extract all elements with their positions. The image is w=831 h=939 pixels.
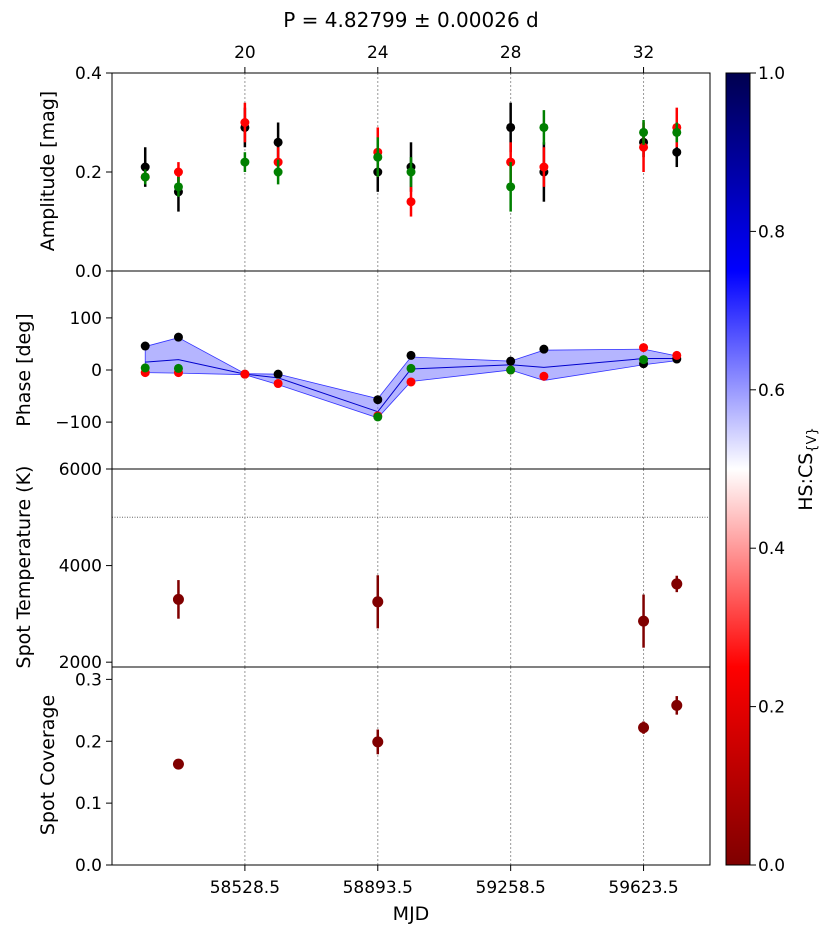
data-point-red [639,142,649,152]
data-point-red [240,118,250,127]
data-point-green [406,363,416,373]
colorbar-tick-label: 0.8 [758,222,785,242]
x-tick-label: 59258.5 [476,878,546,898]
data-point-red [406,197,416,207]
data-point-green [406,167,416,177]
colorbar-tick-label: 0.4 [758,539,785,559]
data-point-red [539,371,549,381]
x-tick-label: 58893.5 [343,878,413,898]
data-point-green [672,127,682,137]
data-point-green [140,363,150,373]
data-point-red [672,350,682,360]
y-tick-label: 2000 [59,653,102,673]
data-point-black [373,395,383,405]
data-point-green [373,412,383,422]
panel-0: 0.0 0.2 0.4 [75,64,711,282]
data-point-green [140,172,150,182]
axes-frame [111,666,711,866]
data-point-spot [372,596,384,608]
y-tick-label: −100 [55,413,102,433]
colorbar-tick-label: 0.2 [758,698,785,718]
data-point-green [240,157,250,167]
data-point-red [273,379,283,389]
xlabel: MJD [393,903,430,925]
data-point-black [173,332,183,342]
y-tick-label: 0.2 [75,163,102,183]
data-point-spot [372,736,384,748]
colorbar [725,72,751,866]
panel-2: 2000 4000 6000 [59,460,711,673]
data-point-green [639,127,649,137]
y-tick-label: 0.0 [75,856,102,876]
data-point-red [406,377,416,387]
x-tick-label: 58528.5 [210,878,280,898]
data-point-black [140,162,150,172]
colorbar-tick-label: 0.6 [758,381,785,401]
data-point-green [373,152,383,162]
panel-1: −100 0 100 [55,270,711,470]
panel-3: 0.0 0.1 0.2 0.3 [75,666,711,876]
data-point-red [173,167,183,177]
data-point-red [539,162,549,172]
data-point-black [273,137,283,147]
data-point-green [173,363,183,373]
data-point-spot [172,758,184,770]
ylabel-spot-temperature: Spot Temperature (K) [13,466,35,669]
data-point-black [506,356,516,366]
colorbar-tick-label: 1.0 [758,64,785,84]
y-tick-label: 0.3 [75,670,102,690]
colorbar-tick-label: 0.0 [758,856,785,876]
top-x-tick-label: 32 [633,43,655,63]
data-point-red [639,343,649,353]
data-point-black [273,369,283,379]
data-point-spot [172,593,184,605]
data-point-red [240,369,250,379]
axes-frame [111,468,711,668]
colorbar-label: HS:CS{V} [795,427,820,511]
data-point-spot [638,722,650,734]
ylabel-phase: Phase [deg] [13,313,35,426]
data-point-green [639,355,649,365]
data-point-green [506,182,516,192]
data-point-black [672,147,682,157]
y-tick-label: 0 [91,361,102,381]
y-tick-label: 4000 [59,557,102,577]
y-tick-label: 0.0 [75,262,102,282]
top-x-tick-label: 24 [367,43,389,63]
y-tick-label: 6000 [59,460,102,480]
data-point-black [506,122,516,132]
data-point-green [173,182,183,192]
data-point-spot [671,578,683,590]
ylabel-spot-coverage: Spot Coverage [37,695,59,835]
mean-line [145,358,677,413]
ylabel-amplitude: Amplitude [mag] [37,91,59,251]
y-tick-label: 100 [70,309,102,329]
x-tick-label: 59623.5 [608,878,678,898]
data-point-spot [671,699,683,711]
data-point-green [539,122,549,132]
top-x-tick-label: 28 [500,43,522,63]
panels: 0.00.20.4−10001002000400060000.00.10.20.… [55,43,711,898]
top-x-tick-label: 20 [234,43,256,63]
data-point-black [140,341,150,351]
data-point-black [406,350,416,360]
data-point-green [506,365,516,375]
data-point-black [539,344,549,354]
data-point-green [273,167,283,177]
colorbar-ticks: 0.0 0.2 0.4 0.6 0.8 1.0 [750,64,785,876]
data-point-spot [638,615,650,627]
y-tick-label: 0.4 [75,64,102,84]
y-tick-label: 0.2 [75,732,102,752]
chart-title: P = 4.82799 ± 0.00026 d [283,8,538,32]
y-tick-label: 0.1 [75,794,102,814]
